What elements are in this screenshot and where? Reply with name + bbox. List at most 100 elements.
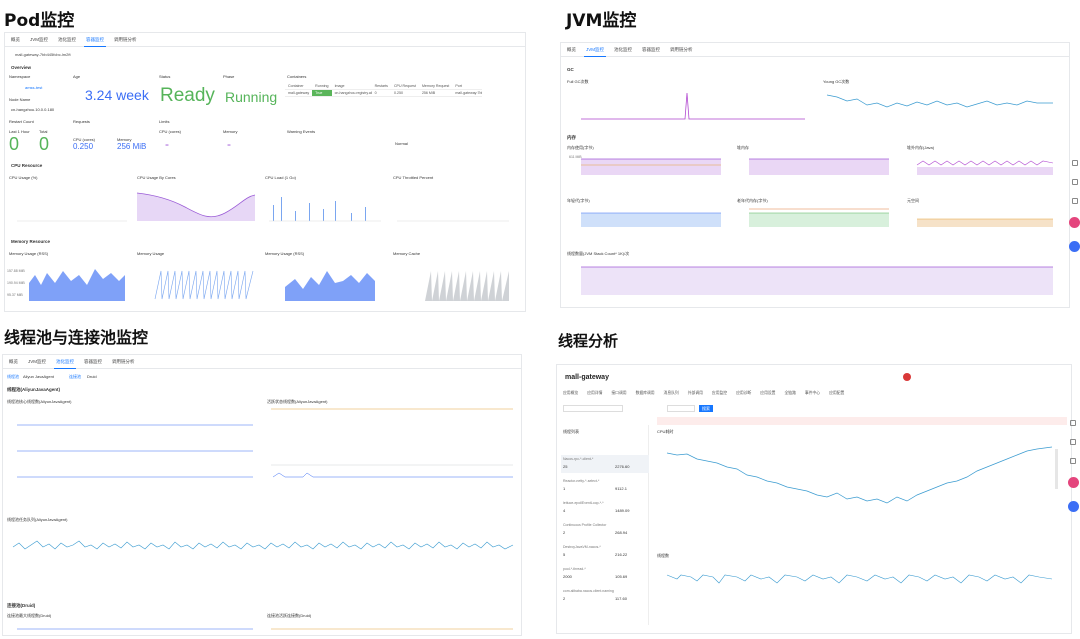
tab-container[interactable]: 容器监控 [84, 358, 102, 364]
overview-section[interactable]: Overview [11, 65, 32, 70]
limits-mem-value: - [227, 137, 231, 151]
bell-icon[interactable] [1071, 179, 1078, 185]
pool-monitor-panel: 线程池与连接池监控 概览 JVM监控 池化监控 容器监控 调用链分析 线程池 A… [0, 320, 530, 639]
tab-pool[interactable]: 池化监控 [58, 36, 76, 42]
node-value: cn-hangzhou.10.0.0.180 [11, 107, 55, 112]
nav-item[interactable]: 全链路 [784, 391, 796, 395]
mem-chart-title-3: 堆外内存(Java) [907, 145, 935, 150]
tab-pool[interactable]: 池化监控 [54, 355, 76, 369]
thread-cpu: 268.94 [615, 530, 628, 535]
gc-chart-title-1: Full GC次数 [567, 79, 589, 84]
connpool-section[interactable]: 连接池(Druid) [7, 603, 36, 608]
phase-value: Running [225, 89, 278, 105]
thread-name: com.alibaba.nacos.client.naming [563, 589, 614, 593]
comment-icon[interactable] [1070, 439, 1076, 445]
nav-item[interactable]: 消息队列 [663, 391, 679, 395]
link-icon[interactable] [1070, 420, 1076, 426]
search-input[interactable] [563, 405, 623, 412]
list-item[interactable]: lettuce-epollEventLoop-*-* 4 1489.09 [561, 499, 649, 517]
tab-trace[interactable]: 调用链分析 [112, 358, 135, 364]
limits-cpu-label: CPU (cores) [159, 129, 182, 134]
col-port: Port [452, 83, 483, 90]
user-avatar[interactable] [903, 373, 911, 381]
nav-item[interactable]: 数据库调用 [635, 391, 655, 395]
tab-jvm[interactable]: JVM监控 [584, 43, 606, 57]
tab-overview[interactable]: 概览 [11, 36, 20, 42]
memory-section[interactable]: 内存 [567, 135, 576, 140]
expand-icon[interactable] [1070, 458, 1076, 464]
list-item[interactable]: pool-*-thread-* 2000 105.69 [561, 565, 649, 583]
thread-count-title: 线程数 [657, 553, 669, 558]
subtab-agent[interactable]: Aliyun JavaAgent [23, 374, 54, 379]
app-name[interactable]: mall-gateway [565, 374, 609, 381]
list-item[interactable]: Continuous Profile Collector 2 268.94 [561, 521, 649, 539]
mem-area-1 [29, 269, 125, 301]
tab-trace[interactable]: 调用链分析 [114, 36, 137, 42]
tab-container[interactable]: 容器监控 [84, 33, 106, 47]
nav-item[interactable]: 应用配置 [829, 391, 845, 395]
jvm-tabs: 概览 JVM监控 池化监控 容器监控 调用链分析 [561, 43, 1069, 57]
mem-chart-title-4: Memory Cache [393, 251, 421, 256]
pod-monitor-title: Pod监控 [4, 11, 75, 31]
mem-band-2 [749, 159, 889, 175]
list-item[interactable]: Reactor-netty-*-select-* 1 9112.1 [561, 477, 649, 495]
thread-nav: 应用概览 应用详情 接口调用 数据库调用 消息队列 外部调用 应用监控 应用诊断… [563, 391, 844, 396]
subtab-threadpool[interactable]: 线程池 [7, 374, 19, 379]
thread-name: pool-*-thread-* [563, 567, 586, 571]
list-item[interactable]: Nacos-rpc-*-client-* 25 2276.60 [561, 455, 649, 473]
pool-chart-title-1: 线程池核心线程数(AliyunJavaAgent) [7, 399, 72, 404]
tab-jvm[interactable]: JVM监控 [30, 36, 48, 42]
thread-name: Nacos-rpc-*-client-* [563, 457, 594, 461]
nav-item[interactable]: 事件中心 [804, 391, 821, 395]
pod-name[interactable]: mall-gateway-7bb445fcbc-lm2ft [15, 52, 71, 57]
thread-name: Reactor-netty-*-select-* [563, 479, 600, 483]
help-button[interactable] [1069, 241, 1080, 252]
nav-item[interactable]: 应用概览 [563, 391, 579, 395]
subtab-connpool[interactable]: 连接池 [69, 374, 81, 379]
subtab-druid[interactable]: Druid [87, 374, 97, 379]
tab-trace[interactable]: 调用链分析 [670, 46, 693, 52]
total-value: 0 [39, 134, 50, 154]
nav-item[interactable]: 接口调用 [611, 391, 627, 395]
thread-analysis-screenshot: mall-gateway 应用概览 应用详情 接口调用 数据库调用 消息队列 外… [556, 364, 1072, 634]
thread-cpu: 105.69 [615, 574, 628, 579]
pin-icon[interactable] [1071, 160, 1078, 166]
assistant-button[interactable] [1069, 217, 1080, 228]
pool-chart-title-2: 活跃状态线程数(AliyunJavaAgent) [267, 399, 328, 404]
memory-section[interactable]: Memory Resource [11, 239, 51, 244]
tab-overview[interactable]: 概览 [567, 46, 576, 52]
gc-section[interactable]: GC [567, 67, 574, 72]
nav-item[interactable]: 应用诊断 [736, 391, 752, 395]
gc-line-2 [826, 94, 1053, 108]
nav-item[interactable]: 应用详情 [587, 391, 603, 395]
thread-cpu: 9112.1 [615, 486, 627, 491]
cell-image: cn-hangzhou.registry.aliyuncs.com/mall-g… [331, 89, 372, 97]
pool-row1-graphics [17, 408, 513, 478]
search-button[interactable]: 搜索 [699, 405, 713, 412]
warning-label: Warning Events [287, 129, 316, 134]
assistant-button[interactable] [1067, 477, 1079, 488]
refresh-icon[interactable] [1071, 198, 1078, 204]
tab-container[interactable]: 容器监控 [642, 46, 660, 52]
list-item[interactable]: DestroyJavaVM-nacos-* 5 216.22 [561, 543, 649, 561]
mem-chart-title-5: 老年代内存(字节) [737, 198, 768, 203]
help-button[interactable] [1067, 501, 1079, 512]
cpu-req-value: 0.250 [73, 142, 94, 151]
threadpool-section[interactable]: 线程池(AliyunJavaAgent) [7, 387, 61, 392]
nav-item[interactable]: 外部调用 [687, 391, 703, 395]
pool-monitor-title: 线程池与连接池监控 [4, 328, 149, 347]
mem-sawtooth-2 [154, 270, 254, 300]
pool-chart-title-4: 连接池最大线程数(Druid) [7, 613, 52, 618]
nav-item[interactable]: 应用设置 [760, 391, 776, 395]
nav-item[interactable]: 应用监控 [711, 391, 728, 395]
tab-overview[interactable]: 概览 [9, 358, 18, 364]
mem-chart-title-3: Memory Usage (RSS) [265, 251, 305, 256]
tab-jvm[interactable]: JVM监控 [28, 358, 46, 364]
list-item[interactable]: com.alibaba.nacos.client.naming 2 117.60 [561, 587, 649, 605]
cpu-section[interactable]: CPU Resource [11, 163, 43, 168]
tab-pool[interactable]: 池化监控 [614, 46, 632, 52]
thread-band [581, 267, 1053, 295]
cpu-bars-3 [273, 197, 366, 221]
date-input[interactable] [667, 405, 695, 412]
chart-scrollbar [1055, 449, 1058, 489]
